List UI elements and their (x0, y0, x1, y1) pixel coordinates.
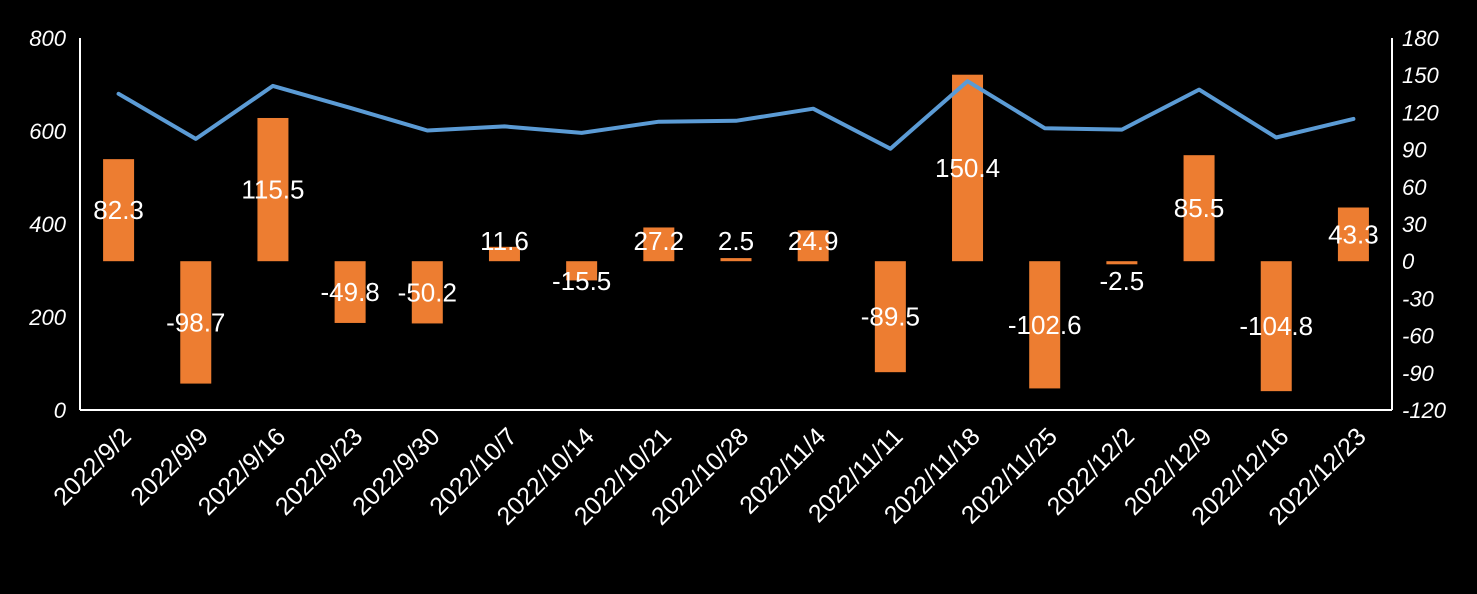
data-label-2022/9/2: 82.3 (93, 195, 144, 225)
bar-2022/10/7 (488, 246, 520, 262)
data-label-2022/10/21: 27.2 (634, 226, 685, 256)
bar-2022/10/21 (643, 227, 675, 262)
bar-2022/12/9 (1183, 155, 1215, 262)
right-tick--30: -30 (1402, 286, 1435, 311)
left-tick-200: 200 (28, 305, 66, 330)
bar-2022/9/23 (334, 261, 366, 323)
right-tick-60: 60 (1402, 175, 1427, 200)
bar-2022/11/4 (797, 230, 829, 262)
bar-2022/9/9 (180, 261, 212, 384)
line-group (116, 79, 1356, 151)
data-label-2022/11/4: 24.9 (788, 226, 839, 256)
bar-2022/12/23 (1337, 207, 1369, 262)
right-tick--120: -120 (1402, 398, 1447, 423)
data-label-2022/11/25: -102.6 (1008, 310, 1082, 340)
data-label-2022/9/30: -50.2 (398, 277, 457, 307)
bars-group (103, 74, 1369, 392)
data-label-2022/10/14: -15.5 (552, 266, 611, 296)
data-label-2022/12/9: 85.5 (1174, 193, 1225, 223)
bar-2022/9/30 (411, 261, 443, 324)
data-labels-group: 82.3 -98.7 115.5 -49.8 -50.2 11.6 -15.5 27.2 2.5… (93, 153, 1378, 341)
bar-2022/11/11 (874, 261, 906, 373)
line-series (116, 79, 1356, 151)
bar-2022/12/2 (1106, 261, 1138, 265)
data-label-2022/11/11: -89.5 (861, 302, 920, 332)
data-label-2022/9/16: 115.5 (241, 175, 304, 205)
right-tick-30: 30 (1402, 212, 1427, 237)
data-label-2022/9/23: -49.8 (320, 277, 379, 307)
right-tick-0: 0 (1402, 249, 1415, 274)
right-tick-90: 90 (1402, 138, 1427, 163)
bar-2022/12/16 (1260, 261, 1292, 392)
left-tick-0: 0 (54, 398, 67, 423)
bar-2022/11/25 (1029, 261, 1061, 389)
ticks-group: 0 200 400 600 800 -120 -90 -60 -30 0 30 60 90 120 150 1… (28, 26, 1447, 531)
bar-2022/10/28 (720, 258, 752, 262)
right-tick-120: 120 (1402, 100, 1439, 125)
x-tick-2022/9/2: 2022/9/2 (48, 422, 137, 511)
right-tick-150: 150 (1402, 63, 1439, 88)
data-label-2022/12/2: -2.5 (1099, 266, 1144, 296)
data-label-2022/10/28: 2.5 (718, 226, 754, 256)
right-tick--90: -90 (1402, 361, 1435, 386)
data-label-2022/12/16: -104.8 (1239, 311, 1313, 341)
data-label-2022/11/18: 150.4 (935, 153, 1000, 183)
data-label-2022/12/23: 43.3 (1328, 219, 1379, 249)
data-label-2022/9/9: -98.7 (166, 307, 225, 337)
right-tick--60: -60 (1402, 324, 1435, 349)
bar-2022/9/2 (103, 159, 135, 262)
data-label-2022/10/7: 11.6 (480, 226, 529, 256)
left-tick-400: 400 (29, 212, 66, 237)
right-tick-180: 180 (1402, 26, 1439, 51)
bar-2022/11/18 (952, 74, 984, 262)
bar-2022/10/14 (566, 261, 598, 281)
left-tick-600: 600 (29, 119, 66, 144)
bar-2022/9/16 (257, 117, 289, 262)
left-tick-800: 800 (29, 26, 66, 51)
axes-group (79, 38, 1393, 411)
